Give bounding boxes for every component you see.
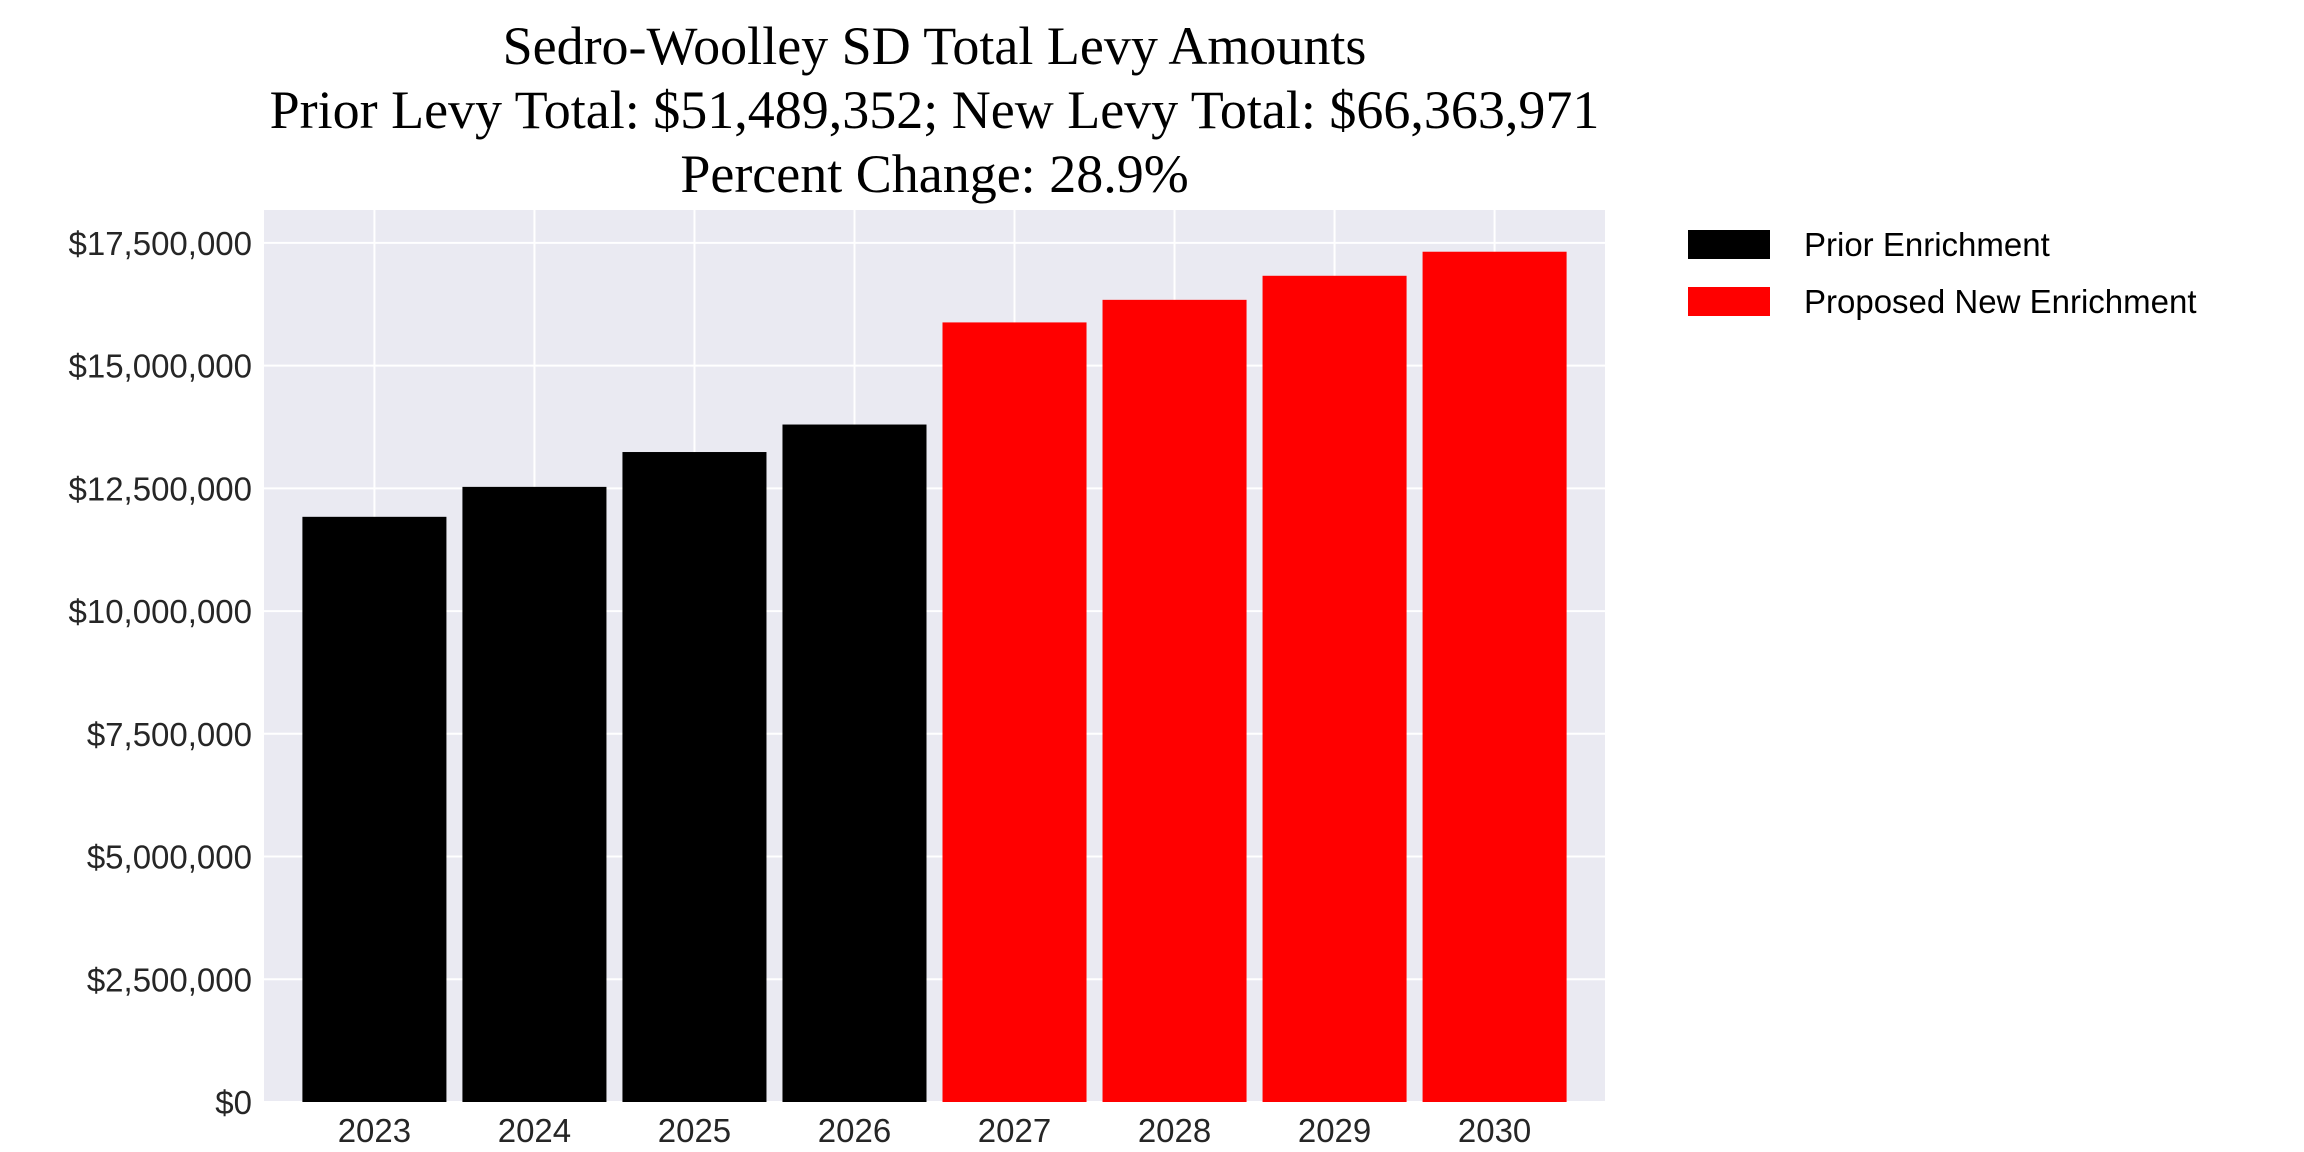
bar-2025 bbox=[622, 452, 767, 1103]
bar-2030 bbox=[1422, 251, 1567, 1102]
bar-2026 bbox=[782, 424, 927, 1103]
y-tick-label: $10,000,000 bbox=[68, 593, 252, 630]
title-line: Sedro-Woolley SD Total Levy Amounts bbox=[502, 16, 1367, 76]
x-tick-label: 2026 bbox=[818, 1112, 891, 1149]
legend-label-proposed: Proposed New Enrichment bbox=[1804, 282, 2197, 320]
x-tick-label: 2029 bbox=[1298, 1112, 1371, 1149]
y-tick-label: $7,500,000 bbox=[87, 716, 252, 753]
x-tick-label: 2025 bbox=[658, 1112, 731, 1149]
x-tick-label: 2030 bbox=[1458, 1112, 1531, 1149]
x-tick-label: 2028 bbox=[1138, 1112, 1211, 1149]
y-tick-label: $15,000,000 bbox=[68, 348, 252, 385]
bar-2028 bbox=[1102, 299, 1247, 1102]
legend-swatch-proposed bbox=[1688, 287, 1770, 316]
bar-2027 bbox=[942, 322, 1087, 1102]
legend-swatch-prior bbox=[1688, 230, 1770, 259]
bar-2024 bbox=[462, 486, 607, 1102]
bar-2029 bbox=[1262, 275, 1407, 1102]
legend-item-prior: Prior Enrichment bbox=[1688, 216, 2197, 273]
legend-label-prior: Prior Enrichment bbox=[1804, 225, 2050, 263]
y-tick-label: $17,500,000 bbox=[68, 225, 252, 262]
x-tick-label: 2024 bbox=[498, 1112, 571, 1149]
legend-item-proposed: Proposed New Enrichment bbox=[1688, 273, 2197, 330]
subtitle-percent-change: Percent Change: 28.9% bbox=[680, 144, 1189, 204]
y-tick-label: $5,000,000 bbox=[87, 839, 252, 876]
y-tick-label: $0 bbox=[215, 1084, 252, 1121]
bar-2023 bbox=[302, 516, 447, 1102]
chart-title: Sedro-Woolley SD Total Levy Amounts Prio… bbox=[264, 14, 1605, 206]
subtitle-totals: Prior Levy Total: $51,489,352; New Levy … bbox=[269, 80, 1600, 140]
legend: Prior Enrichment Proposed New Enrichment bbox=[1688, 216, 2197, 330]
y-tick-label: $2,500,000 bbox=[87, 961, 252, 998]
x-tick-label: 2023 bbox=[338, 1112, 411, 1149]
x-tick-label: 2027 bbox=[978, 1112, 1051, 1149]
y-tick-label: $12,500,000 bbox=[68, 470, 252, 507]
